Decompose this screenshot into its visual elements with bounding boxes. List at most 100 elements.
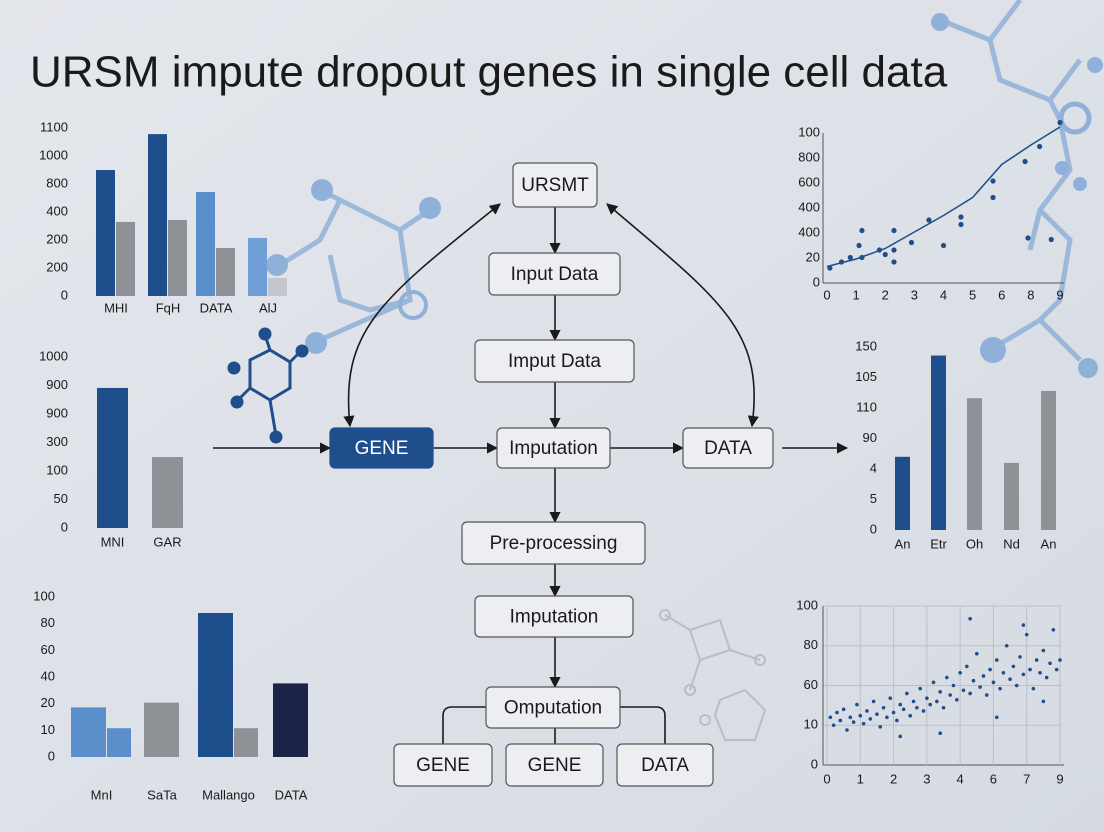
y-tick-label: 400 xyxy=(46,203,68,218)
scatter-point xyxy=(861,721,866,726)
scatter-point xyxy=(908,713,913,718)
scatter-point xyxy=(828,715,833,720)
x-tick-label: 1 xyxy=(853,287,860,302)
scatter-point xyxy=(958,670,962,675)
scatter-point xyxy=(875,712,879,716)
x-tick-label: 4 xyxy=(957,771,964,786)
y-tick-label: 80 xyxy=(41,615,55,630)
y-tick-label: 900 xyxy=(46,377,68,392)
scatter-point xyxy=(1038,670,1042,675)
scatter-point xyxy=(990,194,996,201)
small-molecule xyxy=(227,327,309,444)
bar xyxy=(97,387,128,528)
y-tick-label: 300 xyxy=(46,434,68,449)
bar xyxy=(895,456,910,530)
page-title: URSM impute dropout genes in single cell… xyxy=(30,48,948,97)
y-tick-label: 0 xyxy=(48,748,55,763)
scatter-point xyxy=(984,693,989,697)
scatter-point xyxy=(1048,236,1054,243)
y-tick-label: 60 xyxy=(41,642,55,657)
y-tick-label: 4 xyxy=(870,460,877,475)
y-tick-label: 105 xyxy=(855,369,877,384)
x-tick-label: 9 xyxy=(1056,287,1063,302)
scatter-point xyxy=(935,699,939,704)
y-tick-label: 600 xyxy=(798,174,820,189)
y-tick-label: 80 xyxy=(804,637,818,652)
x-tick-label: Oh xyxy=(966,536,983,551)
bar xyxy=(234,728,258,757)
y-tick-label: 100 xyxy=(796,597,818,612)
scatter-point xyxy=(1057,119,1063,126)
scatter-point xyxy=(898,734,903,739)
bar xyxy=(931,355,946,530)
scatter-point xyxy=(994,715,999,720)
y-tick-label: 110 xyxy=(856,399,877,414)
flow-node xyxy=(682,427,774,469)
x-tick-label: FqH xyxy=(156,300,181,315)
y-tick-label: 0 xyxy=(61,287,68,302)
scatter-point xyxy=(858,713,863,718)
curved-arrow xyxy=(606,203,759,428)
x-tick-label: Etr xyxy=(930,536,947,551)
x-tick-label: SaTa xyxy=(147,787,177,802)
scatter-point xyxy=(955,698,959,702)
bar xyxy=(168,219,187,296)
scatter-point xyxy=(856,242,862,249)
scatter-point xyxy=(961,688,966,693)
flow-node xyxy=(461,521,646,565)
bar xyxy=(1004,462,1019,530)
scatter-point xyxy=(1044,675,1049,680)
y-tick-label: 400 xyxy=(798,224,820,239)
y-tick-label: 10 xyxy=(804,717,818,732)
x-tick-label: GAR xyxy=(153,534,181,549)
bar xyxy=(71,707,106,757)
x-tick-label: AlJ xyxy=(259,300,277,315)
scatter-point xyxy=(885,715,889,720)
bar xyxy=(273,683,308,757)
scatter-point xyxy=(971,678,976,683)
scatter-point xyxy=(1037,143,1043,150)
scatter-point xyxy=(878,725,883,729)
y-tick-label: 100 xyxy=(33,588,55,603)
scatter-point xyxy=(951,683,956,688)
scatter-point xyxy=(1031,686,1036,691)
bar xyxy=(144,702,179,757)
x-tick-label: 2 xyxy=(890,771,897,786)
flow-node xyxy=(488,252,621,296)
scatter-point xyxy=(974,651,979,656)
y-tick-label: 0 xyxy=(813,274,820,289)
bar xyxy=(1041,390,1056,530)
scatter-point xyxy=(991,680,996,685)
node-label: URSMT xyxy=(521,175,589,196)
scatter-point xyxy=(1028,667,1032,672)
bar xyxy=(248,237,267,296)
y-tick-label: 90 xyxy=(863,430,877,445)
scatter-point xyxy=(845,728,849,732)
bar xyxy=(116,221,135,296)
x-tick-label: 7 xyxy=(1023,771,1030,786)
flow-node xyxy=(512,162,598,208)
scatter-point xyxy=(891,247,897,253)
node-label: Imputation xyxy=(510,607,599,628)
x-tick-label: 4 xyxy=(940,287,947,302)
bar xyxy=(196,191,215,296)
scatter-point xyxy=(1041,699,1046,704)
y-tick-label: 5 xyxy=(870,491,877,506)
x-tick-label: 1 xyxy=(857,771,864,786)
x-tick-label: 6 xyxy=(998,287,1005,302)
scatter-point xyxy=(841,707,846,712)
x-tick-label: MHI xyxy=(104,300,128,315)
scatter-point xyxy=(905,691,909,696)
scatter-point xyxy=(1024,632,1029,637)
x-tick-label: Mallango xyxy=(202,787,255,802)
node-label: Omputation xyxy=(504,698,602,719)
node-label: Imputation xyxy=(509,438,598,459)
bar xyxy=(107,728,131,757)
curved-arrow xyxy=(343,203,501,428)
x-tick-label: DATA xyxy=(200,300,233,315)
scatter-point xyxy=(1051,628,1056,632)
x-tick-label: 3 xyxy=(911,287,918,302)
x-tick-label: 0 xyxy=(823,771,830,786)
scatter-point xyxy=(881,705,886,710)
